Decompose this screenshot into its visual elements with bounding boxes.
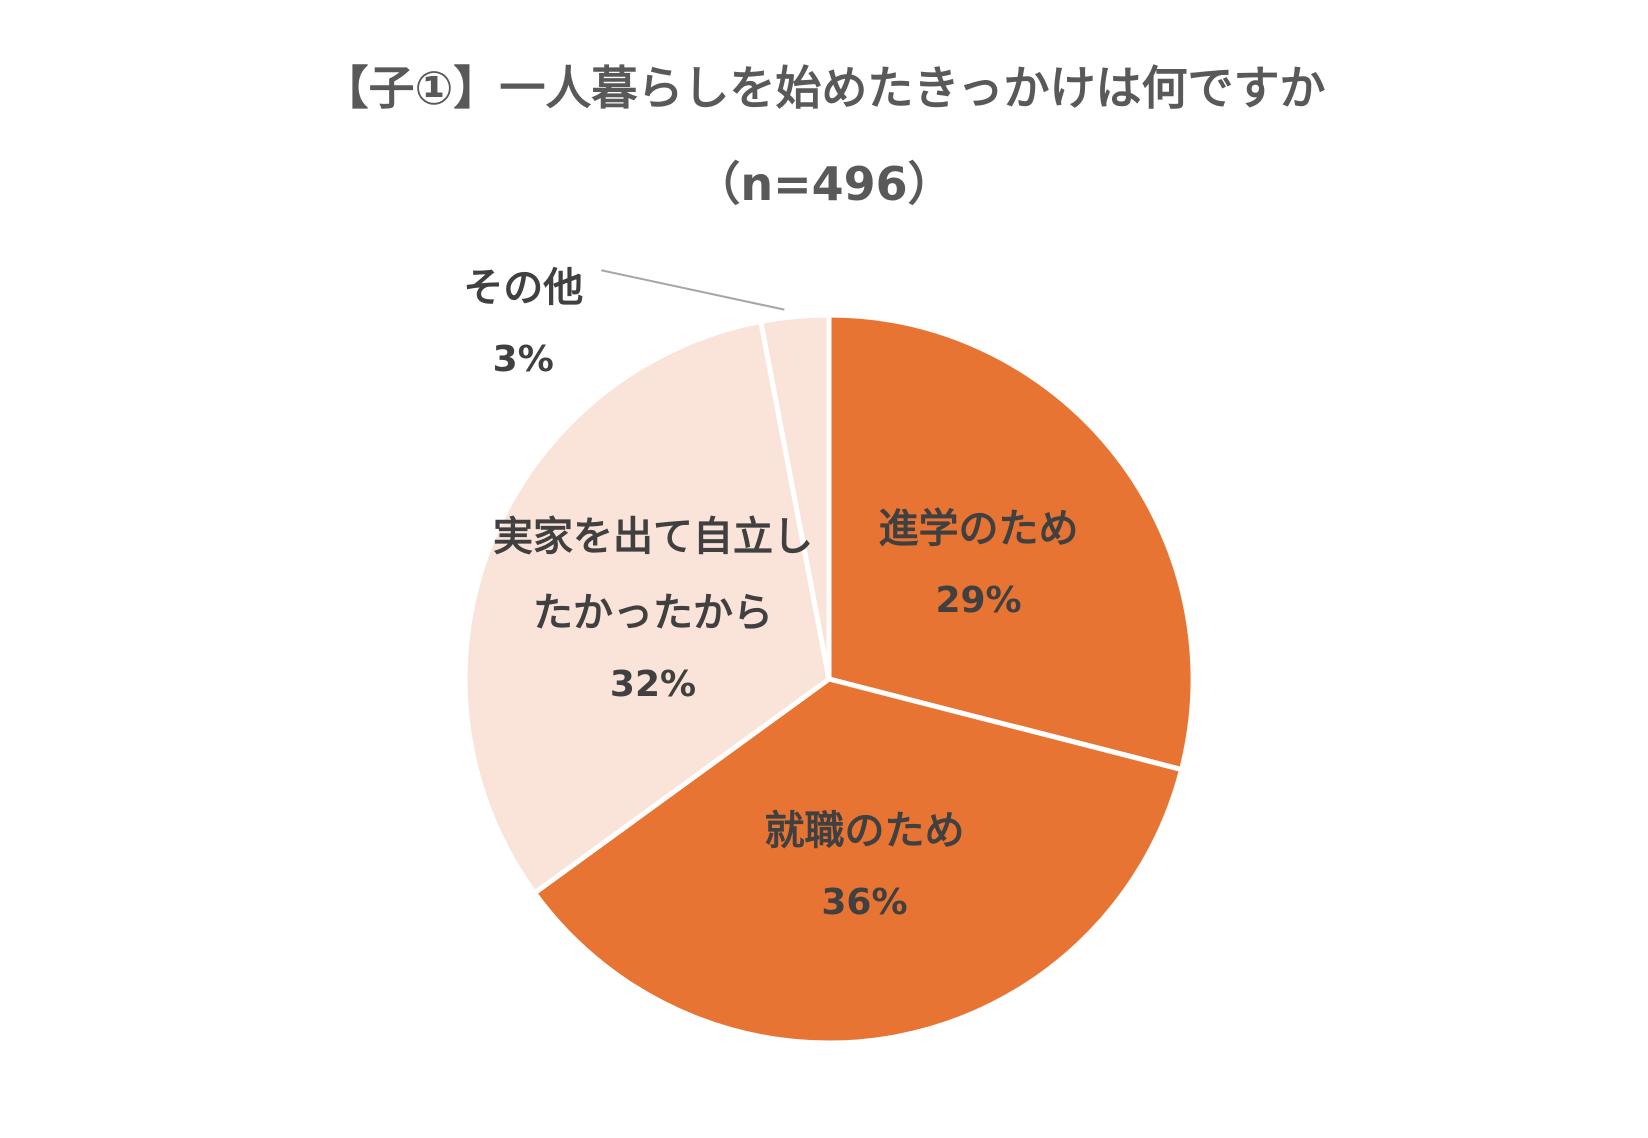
value-label: 32% [609, 664, 697, 706]
chart-subtitle: （n=496） [694, 157, 954, 211]
pie-slice [757, 312, 832, 680]
category-label: 進学のため [878, 505, 1079, 552]
slice-label: 進学のため 29% [814, 491, 1144, 635]
category-label: 実家を出て自立したかったから [493, 514, 813, 637]
slice-label: 就職のため 36% [699, 793, 1029, 937]
value-label: 36% [821, 881, 908, 923]
category-label: 就職のため [764, 807, 965, 854]
value-label: 29% [935, 579, 1022, 621]
leader-line [601, 269, 785, 311]
slice-label: その他 3% [358, 250, 688, 394]
category-label: その他 [463, 265, 584, 312]
chart-title: 【子①】一人暮らしを始めたきっかけは何ですか [322, 61, 1326, 115]
pie-slice [826, 312, 1196, 773]
pie-slice [462, 318, 832, 897]
slice-label: 実家を出て自立したかったから 32% [488, 499, 818, 719]
value-label: 3% [492, 339, 554, 381]
pie-slice [531, 676, 1185, 1046]
